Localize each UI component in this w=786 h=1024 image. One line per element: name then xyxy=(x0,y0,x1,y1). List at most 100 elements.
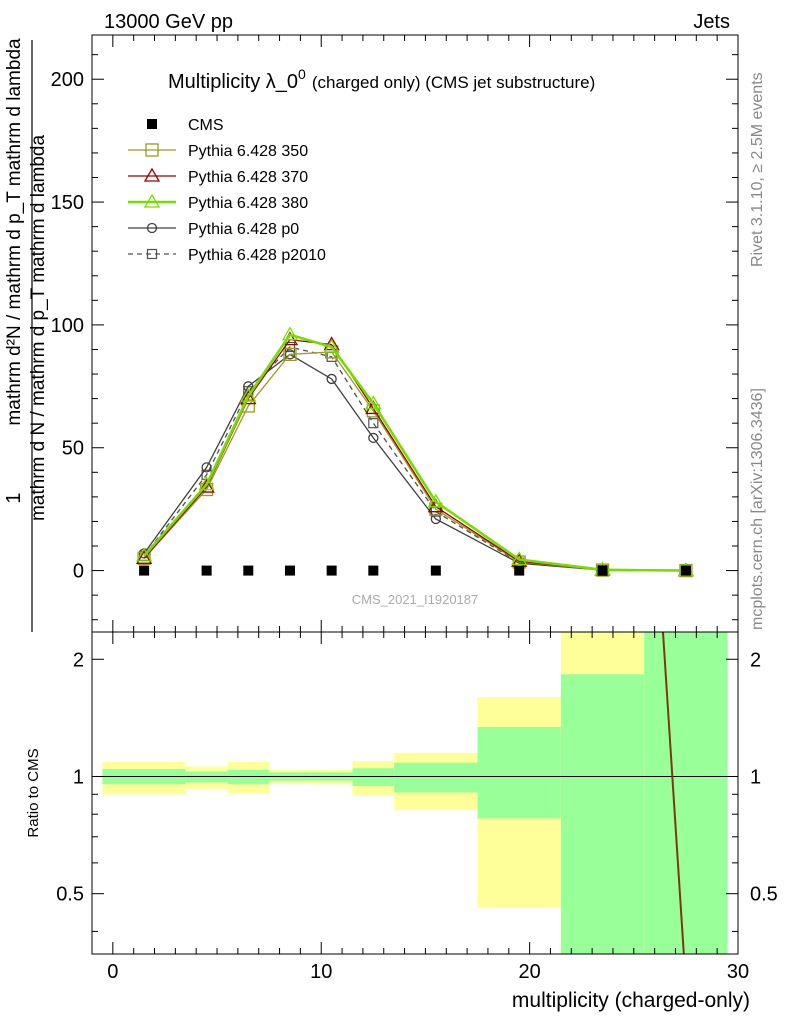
legend-label: Pythia 6.428 380 xyxy=(188,195,308,212)
data-point xyxy=(284,565,295,576)
main-axis-ticks: 0 50 100 150 200 xyxy=(51,35,739,632)
data-point xyxy=(201,565,212,576)
data-point xyxy=(368,565,379,576)
main-ytick-label: 200 xyxy=(51,69,84,91)
series-1 xyxy=(137,345,693,578)
legend-item: Pythia 6.428 350 xyxy=(128,143,308,160)
data-point xyxy=(240,387,257,402)
series-line xyxy=(143,346,686,572)
ratio-band-inner xyxy=(352,768,395,787)
data-point xyxy=(368,418,379,429)
main-series-layer xyxy=(135,326,695,578)
series-4 xyxy=(138,349,692,576)
data-point xyxy=(198,476,215,491)
data-point xyxy=(514,565,525,576)
main-ylabel: 1 mathrm d N / mathrm d p_T mathrm d lam… xyxy=(3,38,49,632)
analysis-watermark: CMS_2021_I1920187 xyxy=(352,592,479,607)
legend-label: Pythia 6.428 370 xyxy=(188,169,308,186)
mcplots-label: mcplots.cern.ch [arXiv:1306.3436] xyxy=(749,388,766,630)
legend-marker xyxy=(147,119,157,129)
legend-item: Pythia 6.428 380 xyxy=(128,193,308,212)
main-ytick-label: 150 xyxy=(51,192,84,214)
xtick-label: 30 xyxy=(727,961,749,983)
main-ytick-label: 50 xyxy=(62,438,84,460)
data-point xyxy=(326,565,337,576)
xtick-label: 20 xyxy=(518,961,540,983)
data-point xyxy=(201,462,212,473)
series-line xyxy=(143,333,686,572)
series-line xyxy=(143,351,686,572)
legend-item: Pythia 6.428 p0 xyxy=(128,221,299,238)
ratio-uncertainty-bands xyxy=(102,632,728,954)
ratio-plot-panel: 0 10 20 30 0.5 0.5 1 1 2 2 Ratio to CMS multiplic… xyxy=(25,631,778,1012)
plot-title: Multiplicity λ_00 (charged only) (CMS jet… xyxy=(168,66,595,93)
legend-label: CMS xyxy=(188,117,224,134)
ratio-ylabel: Ratio to CMS xyxy=(25,748,42,837)
series-0 xyxy=(139,565,691,576)
ylabel-upper: mathrm d²N / mathrm d p_T mathrm d lambd… xyxy=(4,38,25,426)
ratio-band-inner xyxy=(227,769,270,785)
series-line xyxy=(143,338,686,572)
x-axis-label: multiplicity (charged-only) xyxy=(512,989,750,1012)
legend-item: Pythia 6.428 370 xyxy=(128,167,308,186)
ratio-ytick-label-right: 1 xyxy=(750,766,761,788)
legend-label: Pythia 6.428 p2010 xyxy=(188,247,326,264)
ratio-band-inner xyxy=(644,632,728,954)
data-point xyxy=(139,565,150,576)
main-plot-panel: 1 mathrm d N / mathrm d p_T mathrm d lam… xyxy=(3,34,739,633)
data-point xyxy=(511,551,528,566)
data-point xyxy=(430,565,441,576)
legend-item: CMS xyxy=(147,117,224,134)
legend: CMS Pythia 6.428 350 Pythia 6.428 370 Pythi… xyxy=(128,117,326,264)
legend-marker xyxy=(146,222,158,234)
data-point xyxy=(135,550,153,564)
data-point xyxy=(680,565,691,576)
plot-title-sup: 0 xyxy=(298,66,306,82)
data-point xyxy=(326,373,337,385)
header-right: Jets xyxy=(693,11,730,33)
ratio-curve xyxy=(661,631,685,955)
xtick-label: 0 xyxy=(107,961,118,983)
ratio-axis-ticks: 0 10 20 30 0.5 0.5 1 1 2 2 xyxy=(56,632,778,983)
data-point xyxy=(597,565,608,576)
legend-label: Pythia 6.428 p0 xyxy=(188,221,299,238)
data-point xyxy=(430,513,441,525)
plot-title-main: Multiplicity λ_0 xyxy=(168,71,298,93)
data-point xyxy=(368,432,379,444)
main-ytick-label: 100 xyxy=(51,315,84,337)
ratio-ytick-label: 0.5 xyxy=(56,884,84,906)
xtick-label: 10 xyxy=(310,961,332,983)
data-point xyxy=(283,347,297,362)
ratio-band-inner xyxy=(560,674,645,954)
rivet-label: Rivet 3.1.10, ≥ 2.5M events xyxy=(749,72,766,267)
legend-item: Pythia 6.428 p2010 xyxy=(128,247,326,264)
ratio-ytick-label-right: 0.5 xyxy=(750,884,778,906)
ylabel-denominator: mathrm d N / mathrm d p_T mathrm d lambd… xyxy=(28,135,49,522)
data-point xyxy=(323,336,340,351)
legend-label: Pythia 6.428 350 xyxy=(188,143,308,160)
data-point xyxy=(323,338,340,353)
ratio-band-inner xyxy=(477,726,561,819)
legend-marker xyxy=(143,193,161,208)
series-line xyxy=(143,353,686,572)
ratio-ytick-label-right: 2 xyxy=(750,649,761,671)
ratio-plot-frame xyxy=(91,631,739,955)
data-point xyxy=(281,326,299,341)
legend-marker xyxy=(143,167,161,182)
ratio-band-inner xyxy=(185,771,228,783)
legend-marker xyxy=(146,248,158,260)
ratio-band-inner xyxy=(394,762,478,793)
data-point xyxy=(198,478,215,493)
data-point xyxy=(365,395,382,410)
plot-title-sub: (charged only) (CMS jet substructure) xyxy=(312,73,595,92)
data-point xyxy=(243,565,254,576)
series-3 xyxy=(135,326,695,577)
legend-marker xyxy=(145,143,159,157)
data-point xyxy=(135,547,153,562)
ratio-ytick-label: 1 xyxy=(73,766,84,788)
header-left: 13000 GeV pp xyxy=(104,11,233,33)
main-ytick-label: 0 xyxy=(73,561,84,583)
ylabel-numerator: 1 xyxy=(3,492,25,503)
data-point xyxy=(427,493,444,508)
